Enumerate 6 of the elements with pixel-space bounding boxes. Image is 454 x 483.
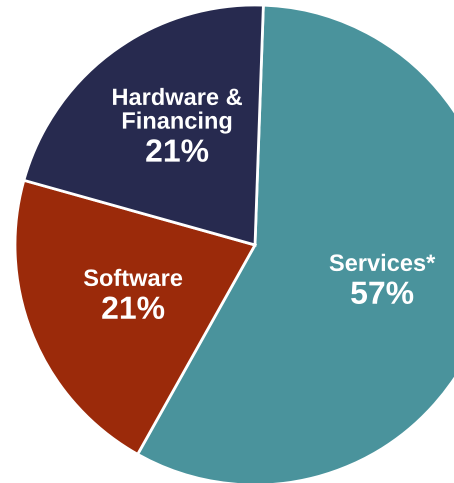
data-label: 57%	[351, 282, 414, 304]
data-label: 21%	[146, 139, 208, 162]
slice-label: Hardware & Financing	[113, 88, 242, 134]
data-label: 21%	[102, 296, 164, 320]
slice-label: Software	[84, 268, 182, 286]
slice-label: Services*	[330, 254, 436, 272]
